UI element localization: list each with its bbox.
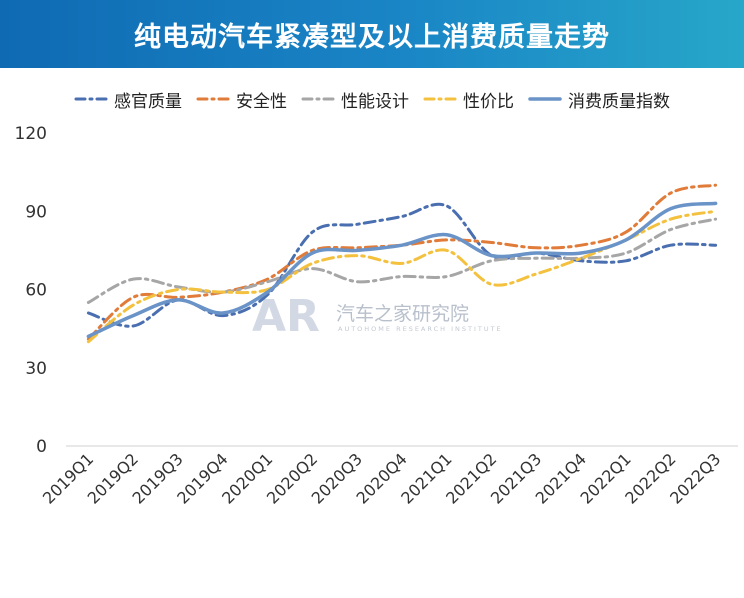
y-tick-label: 60	[25, 281, 47, 301]
legend-label: 性能设计	[341, 91, 409, 112]
series-line	[86, 183, 718, 341]
series-line	[86, 201, 718, 339]
legend-label: 消费质量指数	[568, 91, 670, 112]
series-group	[86, 183, 718, 344]
legend-label: 感官质量	[114, 91, 182, 112]
legend-item: 感官质量	[74, 87, 182, 112]
legend-swatch	[528, 97, 562, 101]
legend-item: 消费质量指数	[528, 87, 670, 112]
legend-swatch	[196, 97, 230, 101]
watermark-subtext: AUTOHOME RESEARCH INSTITUTE	[338, 325, 503, 333]
watermark: AR 汽车之家研究院 AUTOHOME RESEARCH INSTITUTE	[252, 291, 503, 342]
y-axis: 0 30 60 90 120	[15, 124, 47, 457]
legend-swatch	[423, 97, 457, 101]
chart-title: 纯电动汽车紧凑型及以上消费质量走势	[134, 21, 610, 53]
legend-label: 安全性	[236, 91, 287, 112]
y-tick-label: 120	[15, 124, 47, 144]
legend-label: 性价比	[463, 91, 514, 112]
legend-item: 性价比	[423, 87, 514, 112]
y-tick-label: 30	[25, 359, 47, 379]
legend: 感官质量 安全性 性能设计 性价比 消费质量指数	[0, 84, 744, 114]
legend-item: 安全性	[196, 87, 287, 112]
legend-item: 性能设计	[301, 87, 409, 112]
series-line	[86, 202, 718, 328]
legend-swatch	[301, 97, 335, 101]
watermark-text: 汽车之家研究院	[336, 303, 469, 325]
x-axis: 2019Q12019Q22019Q32019Q42020Q12020Q22020…	[39, 449, 725, 507]
y-tick-label: 90	[25, 202, 47, 222]
title-banner: 纯电动汽车紧凑型及以上消费质量走势	[0, 0, 744, 68]
legend-swatch	[74, 97, 108, 101]
y-tick-label: 0	[36, 437, 47, 457]
